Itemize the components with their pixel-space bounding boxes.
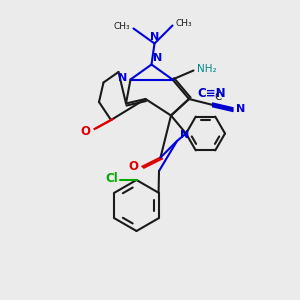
Text: N: N: [150, 32, 159, 42]
Text: NH₂: NH₂: [197, 64, 217, 74]
Text: C≡N: C≡N: [197, 87, 226, 100]
Text: O: O: [80, 125, 90, 139]
Text: C: C: [214, 92, 222, 102]
Text: CH₃: CH₃: [114, 22, 130, 32]
Text: N: N: [118, 73, 127, 83]
Text: Cl: Cl: [106, 172, 118, 185]
Text: N: N: [180, 130, 189, 140]
Text: N: N: [153, 53, 162, 63]
Text: N: N: [236, 104, 245, 115]
Text: CH₃: CH₃: [176, 20, 192, 28]
Text: O: O: [128, 160, 138, 173]
